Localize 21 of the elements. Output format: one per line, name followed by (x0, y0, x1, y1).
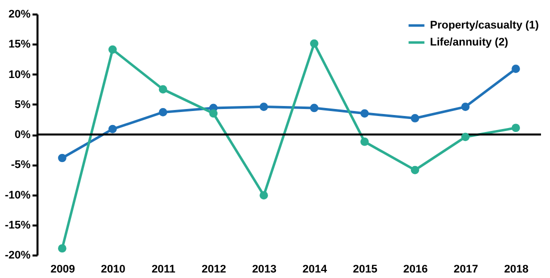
y-tick-label: 0% (14, 129, 31, 141)
x-tick-label: 2013 (252, 264, 277, 276)
y-tick-label: 20% (8, 8, 31, 20)
y-tick-label: 10% (8, 68, 31, 81)
y-tick-label: -10% (4, 189, 31, 202)
x-tick-label: 2009 (50, 264, 75, 276)
y-tick-label: -20% (4, 250, 31, 262)
x-tick-label: 2016 (403, 264, 428, 276)
legend-label: Property/casualty (1) (430, 20, 540, 32)
y-tick-label: -5% (10, 159, 31, 172)
x-tick-label: 2014 (302, 264, 328, 276)
x-tick-label: 2017 (454, 264, 478, 276)
y-tick-label: 15% (8, 38, 31, 51)
x-tick-label: 2012 (202, 264, 226, 276)
x-tick-label: 2010 (100, 264, 126, 276)
y-tick-label: 5% (14, 98, 31, 111)
x-tick-label: 2015 (352, 264, 378, 276)
y-tick-label: -15% (4, 219, 31, 232)
x-tick-label: 2011 (152, 264, 176, 276)
x-tick-label: 2018 (504, 264, 529, 276)
legend-label: Life/annuity (2) (430, 36, 509, 48)
